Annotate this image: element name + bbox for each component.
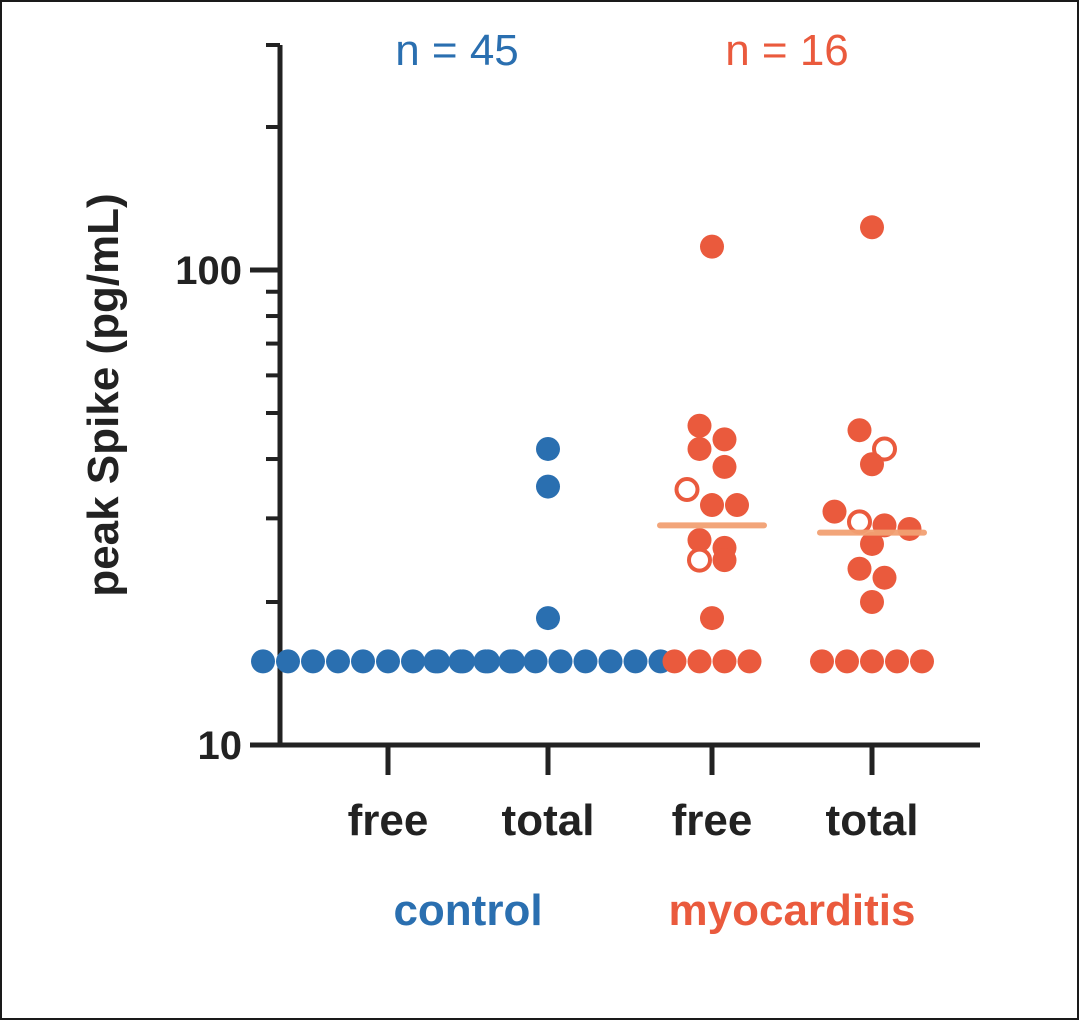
data-point: [401, 649, 425, 674]
data-point: [847, 418, 872, 443]
data-point: [687, 528, 712, 553]
data-point-hollow: [687, 547, 712, 573]
data-point-hollow: [674, 477, 700, 503]
data-point: [498, 649, 523, 674]
data-point: [737, 649, 762, 674]
data-point: [687, 649, 712, 674]
data-point: [301, 649, 325, 674]
data-point: [860, 649, 884, 674]
data-point: [448, 649, 473, 674]
data-point: [351, 649, 375, 674]
data-point: [822, 499, 847, 524]
x-tick-label-free: free: [672, 796, 753, 845]
data-point: [687, 413, 712, 438]
data-point: [548, 649, 573, 674]
y-tick-label: 10: [198, 724, 243, 768]
data-point: [623, 649, 648, 674]
x-tick-label-free: free: [348, 796, 429, 845]
group-label-myocarditis: myocarditis: [669, 886, 916, 935]
data-point: [835, 649, 859, 674]
y-tick-label: 100: [175, 249, 242, 293]
n-label-control: n = 45: [395, 26, 519, 75]
y-axis: 10 100: [175, 43, 283, 768]
data-point: [712, 548, 737, 573]
data-point: [860, 531, 884, 556]
data-point: [712, 454, 737, 479]
data-point: [573, 649, 598, 674]
data-point: [423, 649, 448, 674]
data-point: [847, 556, 872, 581]
data-point: [860, 590, 884, 615]
data-point-hollow: [872, 436, 897, 462]
data-point: [326, 649, 350, 674]
data-point: [712, 427, 737, 452]
data-point: [810, 649, 834, 674]
data-point: [276, 649, 300, 674]
data-point-hollow: [847, 509, 872, 535]
data-point: [700, 234, 724, 259]
data-point: [536, 474, 560, 499]
data-point: [725, 493, 749, 518]
data-point: [712, 649, 737, 674]
data-point: [700, 493, 724, 518]
data-point: [700, 606, 724, 631]
data-point: [872, 565, 897, 590]
data-point: [897, 516, 922, 541]
data-point: [523, 649, 548, 674]
data-point: [860, 452, 884, 477]
x-axis: free total free total: [280, 742, 980, 845]
median-lines: [657, 522, 927, 536]
x-tick-label-total: total: [826, 796, 919, 845]
data-point: [687, 436, 712, 461]
data-point: [473, 649, 498, 674]
n-label-myocarditis: n = 16: [725, 26, 849, 75]
data-point: [885, 649, 909, 674]
group-label-control: control: [393, 886, 542, 935]
data-point: [536, 436, 560, 461]
chart-labels: peak Spike (pg/mL) control n = 45 myocardit…: [79, 26, 915, 935]
y-axis-title: peak Spike (pg/mL): [79, 193, 128, 596]
data-point: [536, 606, 560, 631]
data-point: [376, 649, 400, 674]
data-point: [598, 649, 623, 674]
data-points: [251, 215, 934, 674]
data-point: [860, 215, 884, 240]
x-tick-label-total: total: [502, 796, 595, 845]
data-point: [251, 649, 275, 674]
data-point: [910, 649, 934, 674]
data-point: [662, 649, 687, 674]
